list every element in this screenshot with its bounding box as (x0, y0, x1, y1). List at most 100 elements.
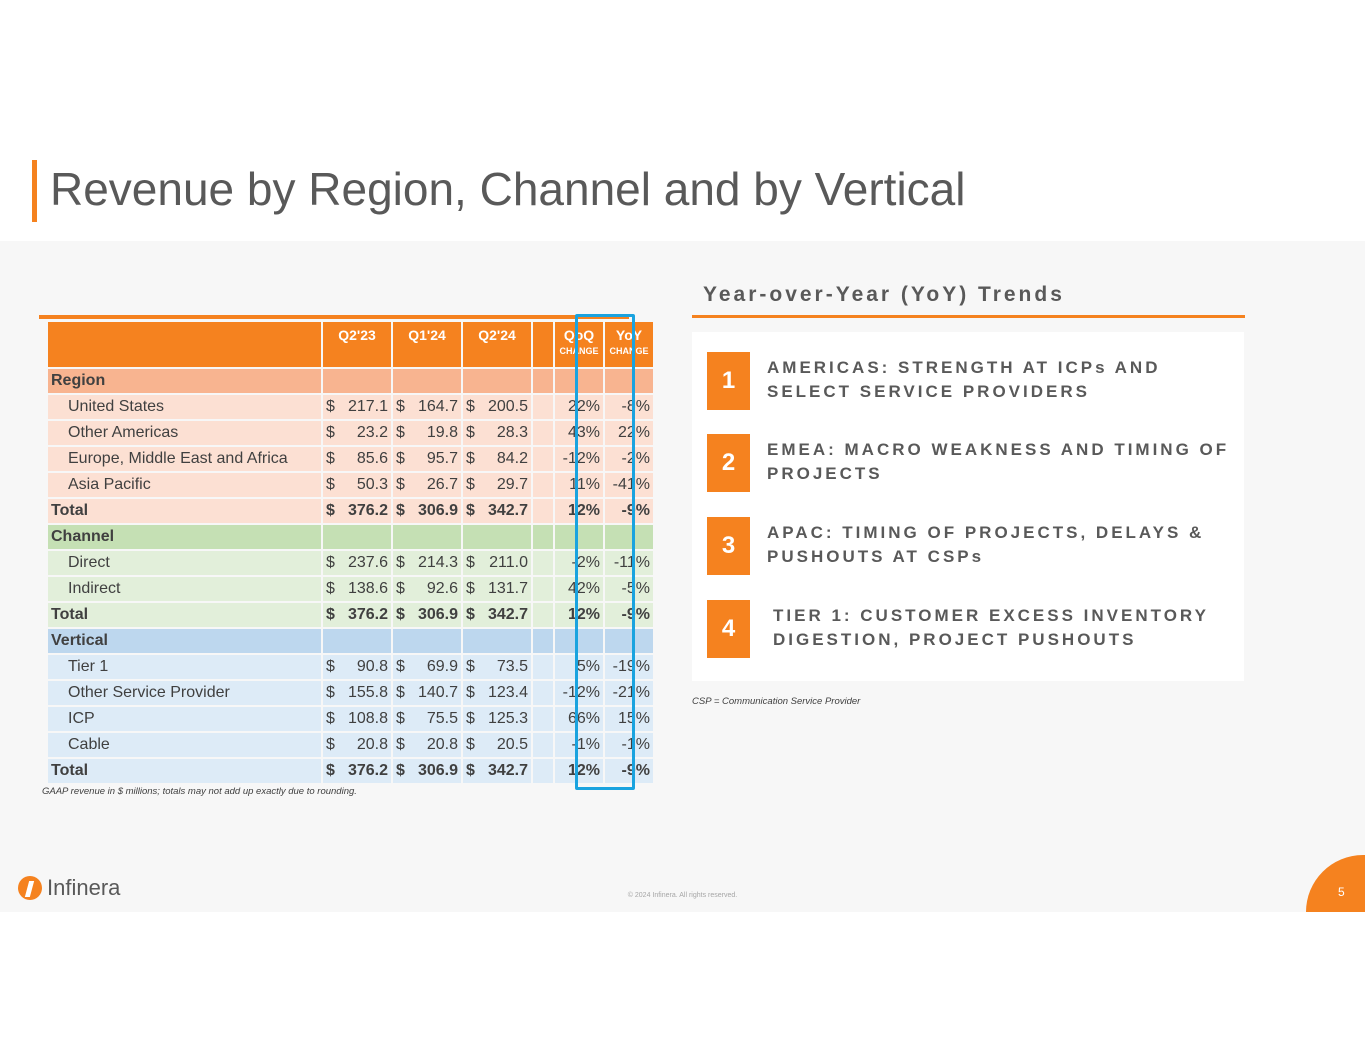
yoy-cell: 15% (605, 707, 653, 731)
value-cell (393, 629, 461, 653)
qoq-cell (555, 369, 603, 393)
value: $29.7 (466, 476, 528, 494)
qoq-cell: 12% (555, 603, 603, 627)
amount: 29.7 (496, 476, 528, 493)
amount: 211.0 (489, 554, 528, 571)
value: $28.3 (466, 424, 528, 442)
currency-symbol: $ (466, 398, 475, 415)
amount: 20.5 (496, 736, 528, 753)
currency-symbol: $ (396, 398, 405, 415)
amount: 50.3 (356, 476, 388, 493)
value-cell: $29.7 (463, 473, 531, 497)
yoy-cell: -1% (605, 733, 653, 757)
value-cell: $28.3 (463, 421, 531, 445)
qoq-cell: -12% (555, 447, 603, 471)
column-header: Q1'24 (393, 322, 461, 367)
amount: 376.2 (347, 606, 388, 623)
currency-symbol: $ (326, 502, 335, 519)
yoy-cell: -19% (605, 655, 653, 679)
value: $50.3 (326, 476, 388, 494)
value-cell (323, 369, 391, 393)
value-cell: $306.9 (393, 499, 461, 523)
currency-symbol: $ (326, 684, 335, 701)
currency-symbol: $ (466, 684, 475, 701)
column-header: YoY CHANGE (605, 322, 653, 367)
yoy-cell: 22% (605, 421, 653, 445)
value: $217.1 (326, 398, 388, 416)
table-row: Total $376.2 $306.9 $342.7 12% -9% (48, 603, 653, 627)
value-cell: $155.8 (323, 681, 391, 705)
page-number: 5 (1338, 885, 1345, 899)
logo-text: Infinera (47, 875, 121, 900)
value: $69.9 (396, 658, 458, 676)
currency-symbol: $ (466, 476, 475, 493)
value: $214.3 (396, 554, 458, 572)
amount: 140.7 (417, 684, 458, 701)
amount: 164.7 (417, 398, 458, 415)
yoy-cell: -9% (605, 759, 653, 783)
currency-symbol: $ (466, 580, 475, 597)
value-cell: $20.8 (323, 733, 391, 757)
yoy-cell: -41% (605, 473, 653, 497)
row-label: Other Americas (48, 421, 321, 445)
value-cell: $85.6 (323, 447, 391, 471)
yoy-cell (605, 369, 653, 393)
copyright: © 2024 Infinera. All rights reserved. (627, 892, 738, 899)
currency-symbol: $ (396, 606, 405, 623)
row-label: Tier 1 (48, 655, 321, 679)
currency-symbol: $ (396, 710, 405, 727)
value-cell: $376.2 (323, 499, 391, 523)
spacer-cell (533, 499, 553, 523)
spacer-cell (533, 551, 553, 575)
revenue-table: Q2'23 Q1'24 Q2'24 QoQ CHANGE YoY CHANGE Region U… (46, 320, 655, 785)
row-label: Indirect (48, 577, 321, 601)
spacer-cell (533, 759, 553, 783)
column-header-label: Q2'23 (338, 327, 376, 343)
table-row: Tier 1 $90.8 $69.9 $73.5 5% -19% (48, 655, 653, 679)
amount: 28.3 (496, 424, 528, 441)
yoy-cell: -8% (605, 395, 653, 419)
row-label: Region (48, 369, 321, 393)
yoy-cell: -21% (605, 681, 653, 705)
infinera-logo-icon (18, 876, 42, 900)
currency-symbol: $ (396, 476, 405, 493)
value-cell (323, 629, 391, 653)
trends-footnote: CSP = Communication Service Provider (692, 696, 861, 707)
value: $211.0 (466, 554, 528, 572)
amount: 200.5 (487, 398, 528, 415)
spacer-cell (533, 421, 553, 445)
currency-symbol: $ (326, 658, 335, 675)
column-header: Q2'23 (323, 322, 391, 367)
amount: 214.3 (417, 554, 458, 571)
infinera-logo: Infinera (18, 875, 120, 901)
value-cell: $217.1 (323, 395, 391, 419)
value-cell: $50.3 (323, 473, 391, 497)
table-row: Vertical (48, 629, 653, 653)
currency-symbol: $ (326, 554, 335, 571)
value-cell: $306.9 (393, 603, 461, 627)
value: $342.7 (466, 762, 528, 780)
row-label: Direct (48, 551, 321, 575)
value: $376.2 (326, 502, 388, 520)
table-row: Total $376.2 $306.9 $342.7 12% -9% (48, 499, 653, 523)
yoy-cell: -9% (605, 603, 653, 627)
amount: 342.7 (487, 762, 528, 779)
value-cell: $20.5 (463, 733, 531, 757)
yoy-cell (605, 525, 653, 549)
row-label: United States (48, 395, 321, 419)
value: $108.8 (326, 710, 388, 728)
value-cell: $376.2 (323, 759, 391, 783)
currency-symbol: $ (396, 450, 405, 467)
qoq-cell: 11% (555, 473, 603, 497)
amount: 90.8 (356, 658, 388, 675)
qoq-cell: -12% (555, 681, 603, 705)
trend-item: 2 EMEA: MACRO WEAKNESS AND TIMING OF PRO… (707, 434, 1227, 494)
table-row: Direct $237.6 $214.3 $211.0 -2% -11% (48, 551, 653, 575)
trends-rule (692, 315, 1245, 318)
value: $19.8 (396, 424, 458, 442)
value-cell: $26.7 (393, 473, 461, 497)
value-cell: $75.5 (393, 707, 461, 731)
value: $90.8 (326, 658, 388, 676)
table-row: United States $217.1 $164.7 $200.5 22% -8% (48, 395, 653, 419)
page-title: Revenue by Region, Channel and by Vertic… (50, 163, 966, 215)
